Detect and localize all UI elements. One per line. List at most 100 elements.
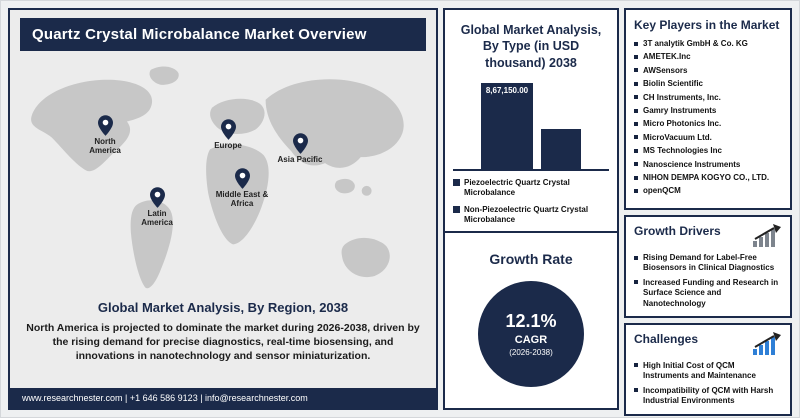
bullet-icon [634,135,638,140]
world-map: North America Latin America Europe Middl… [10,53,436,295]
region-marker-north-america: North America [83,115,127,155]
list-item: MicroVacuum Ltd. [634,131,782,144]
bullet-icon [634,148,638,153]
list-item: Increased Funding and Research in Surfac… [634,278,782,309]
bullet-icon [634,188,638,193]
contact-footer: www.researchnester.com | +1 646 586 9123… [10,388,436,408]
bullet-icon [634,54,638,59]
region-label: Middle East & Africa [215,190,269,209]
market-description: North America is projected to dominate t… [26,322,420,363]
list-item: CH Instruments, Inc. [634,91,782,104]
bar: 8,67,150.00 [481,82,533,169]
region-label: Latin America [141,209,173,228]
growth-driver-text: Increased Funding and Research in Surfac… [643,277,779,308]
page-title: Quartz Crystal Microbalance Market Overv… [20,18,426,51]
region-label: Asia Pacific [277,155,323,164]
bullet-icon [634,280,638,285]
challenge-text: High Initial Cost of QCM Instruments and… [643,360,756,381]
bullet-icon [634,68,638,73]
growth-rate-section: Growth Rate 12.1% CAGR (2026-2038) [445,233,617,408]
region-marker-europe: Europe [203,119,253,150]
key-players-title: Key Players in the Market [634,18,780,32]
cagr-metric: CAGR [514,334,548,347]
bullet-icon [634,388,638,393]
location-pin-icon [220,119,236,140]
legend-label: Non-Piezoelectric Quartz Crystal Microba… [464,204,589,224]
key-player-name: Gamry Instruments [643,106,717,116]
list-item: Rising Demand for Label-Free Biosensors … [634,253,782,274]
key-players-list: 3T analytik GmbH & Co. KG AMETEK.Inc AWS… [634,37,782,198]
list-item: AWSensors [634,64,782,77]
bullet-icon [634,81,638,86]
bullet-icon [634,121,638,126]
list-item: Nanoscience Instruments [634,158,782,171]
list-item: MS Technologies Inc [634,144,782,157]
list-item: openQCM [634,184,782,197]
challenges-box: Challenges High Initial Cost of QCM Inst… [624,322,792,416]
key-player-name: AWSensors [643,65,688,75]
location-pin-icon [292,133,308,154]
key-player-name: NIHON DEMPA KOGYO CO., LTD. [643,173,770,183]
growth-drivers-header: Growth Drivers [634,224,782,248]
growth-drivers-title: Growth Drivers [634,224,721,238]
growth-driver-text: Rising Demand for Label-Free Biosensors … [643,253,775,273]
challenges-title: Challenges [634,331,699,346]
list-item: Biolin Scientific [634,77,782,90]
cagr-value: 12.1% [505,311,557,332]
key-player-name: MicroVacuum Ltd. [643,132,712,142]
middle-column: Global Market Analysis, By Type (in USD … [443,8,619,410]
key-player-name: MS Technologies Inc [643,146,722,156]
key-player-name: AMETEK.Inc [643,52,691,62]
cagr-period: (2026-2038) [509,348,553,358]
list-item: Incompatibility of QCM with Harsh Indust… [634,386,782,407]
growth-rate-title: Growth Rate [489,251,573,268]
key-player-name: CH Instruments, Inc. [643,92,721,102]
key-player-name: openQCM [643,186,681,196]
legend-swatch-icon [453,178,460,186]
legend-item: Piezoelectric Quartz Crystal Microbalanc… [453,178,609,199]
bullet-icon [634,162,638,167]
type-chart-title: Global Market Analysis, By Type (in USD … [460,23,602,70]
key-players-box: Key Players in the Market 3T analytik Gm… [624,8,792,210]
list-item: Gamry Instruments [634,104,782,117]
location-pin-icon [149,187,165,208]
bullet-icon [634,95,638,100]
challenge-text: Incompatibility of QCM with Harsh Indust… [643,385,774,406]
right-column: Key Players in the Market 3T analytik Gm… [624,8,792,416]
legend-label: Piezoelectric Quartz Crystal Microbalanc… [464,177,570,198]
list-item: High Initial Cost of QCM Instruments and… [634,361,782,382]
bar [541,128,581,169]
location-pin-icon [97,115,113,136]
type-bar-chart: 8,67,150.00 [453,79,609,171]
bullet-icon [634,363,638,368]
cagr-badge: 12.1% CAGR (2026-2038) [478,281,584,388]
region-marker-asia-pacific: Asia Pacific [270,133,330,164]
challenges-list: High Initial Cost of QCM Instruments and… [634,361,782,407]
growth-chart-icon [753,224,781,247]
list-item: AMETEK.Inc [634,50,782,63]
bar-value-label: 8,67,150.00 [485,85,529,95]
bullet-icon [634,41,638,46]
location-pin-icon [234,168,250,189]
bullet-icon [634,108,638,113]
bullet-icon [634,255,638,260]
key-player-name: Micro Photonics Inc. [643,119,722,129]
legend-swatch-icon [453,205,460,213]
growth-drivers-list: Rising Demand for Label-Free Biosensors … [634,253,782,309]
challenges-chart-icon [753,331,781,355]
bullet-icon [634,175,638,180]
chart-legend: Piezoelectric Quartz Crystal Microbalanc… [453,178,609,226]
region-chart-caption: Global Market Analysis, By Region, 2038 [97,300,349,315]
key-player-name: Nanoscience Instruments [643,159,741,169]
key-player-name: Biolin Scientific [643,79,704,89]
challenges-header: Challenges [634,331,782,356]
growth-drivers-box: Growth Drivers Rising Demand for Label-F… [624,215,792,318]
region-marker-latin-america: Latin America [135,187,179,227]
list-item: Micro Photonics Inc. [634,117,782,130]
region-label: Europe [214,141,242,150]
list-item: 3T analytik GmbH & Co. KG [634,37,782,50]
left-panel: Quartz Crystal Microbalance Market Overv… [8,8,438,410]
region-label: North America [89,137,121,156]
list-item: NIHON DEMPA KOGYO CO., LTD. [634,171,782,184]
